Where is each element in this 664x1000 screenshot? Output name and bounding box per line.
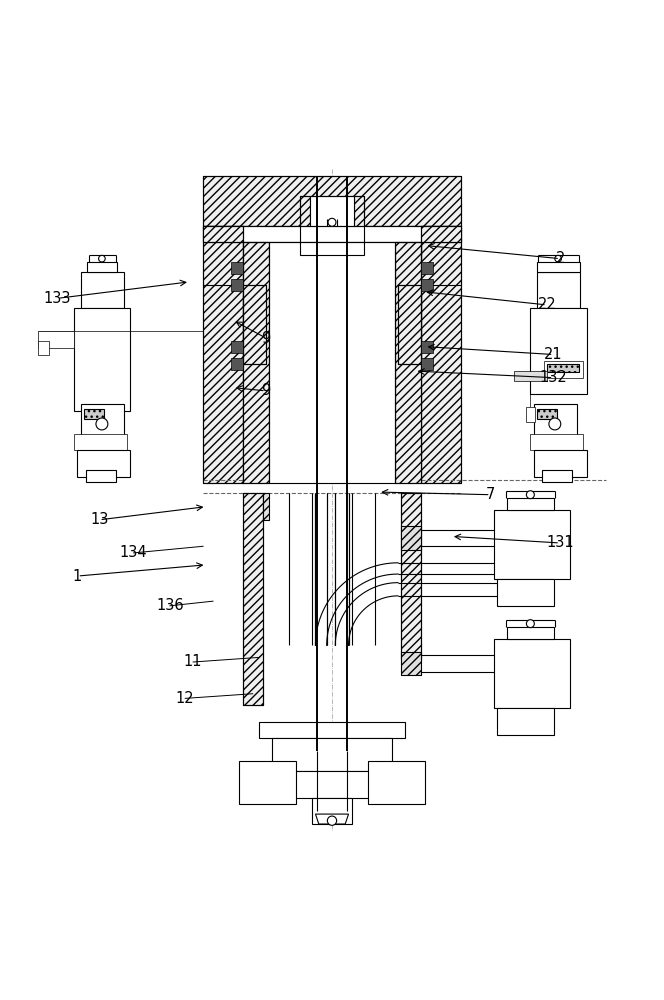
Circle shape: [98, 255, 105, 262]
Bar: [421, 262, 433, 274]
Circle shape: [549, 418, 561, 430]
Bar: [231, 341, 243, 353]
Bar: [262, 493, 269, 520]
Bar: [231, 262, 243, 274]
Text: 12: 12: [176, 691, 195, 706]
Text: 132: 132: [540, 370, 567, 385]
Bar: [402, 526, 421, 550]
Bar: [402, 652, 421, 675]
Polygon shape: [88, 262, 117, 272]
Bar: [259, 722, 405, 738]
Bar: [243, 242, 269, 483]
Bar: [542, 470, 572, 482]
Bar: [312, 798, 352, 824]
Bar: [243, 493, 262, 705]
Bar: [531, 308, 586, 394]
Bar: [402, 493, 421, 659]
Text: 133: 133: [44, 291, 71, 306]
Circle shape: [527, 620, 535, 628]
Bar: [86, 470, 116, 482]
Text: 11: 11: [184, 654, 203, 669]
Bar: [497, 708, 554, 735]
Bar: [395, 242, 421, 483]
Bar: [402, 526, 421, 550]
Bar: [38, 331, 74, 348]
Bar: [497, 579, 554, 606]
Bar: [81, 404, 124, 437]
Text: 21: 21: [544, 347, 563, 362]
Bar: [272, 738, 392, 771]
Bar: [243, 493, 262, 705]
Bar: [84, 409, 104, 419]
Bar: [354, 196, 364, 255]
Bar: [534, 404, 576, 437]
Bar: [310, 196, 354, 255]
Circle shape: [96, 418, 108, 430]
Bar: [395, 242, 421, 483]
Bar: [262, 493, 269, 520]
Text: 2: 2: [555, 251, 565, 266]
Circle shape: [527, 491, 535, 499]
Bar: [203, 226, 243, 483]
Bar: [74, 308, 130, 411]
Bar: [402, 493, 421, 659]
Bar: [240, 761, 295, 804]
Bar: [526, 407, 535, 422]
Bar: [494, 639, 570, 708]
Bar: [231, 358, 243, 370]
Bar: [547, 364, 578, 372]
Circle shape: [555, 255, 562, 262]
Bar: [402, 652, 421, 675]
Bar: [369, 761, 424, 804]
Text: 1: 1: [73, 569, 82, 584]
Bar: [494, 510, 570, 579]
Bar: [203, 226, 243, 242]
Bar: [81, 272, 124, 308]
Bar: [300, 196, 364, 255]
Polygon shape: [507, 498, 554, 510]
Polygon shape: [315, 814, 349, 824]
Polygon shape: [507, 627, 554, 639]
Bar: [269, 242, 395, 483]
Bar: [534, 450, 586, 477]
Text: 9: 9: [261, 383, 270, 398]
Bar: [531, 434, 583, 450]
Text: 9: 9: [261, 331, 270, 346]
Bar: [421, 226, 461, 483]
Bar: [537, 409, 557, 419]
Polygon shape: [537, 262, 580, 272]
Bar: [243, 285, 266, 364]
Circle shape: [327, 816, 337, 825]
Text: 134: 134: [120, 545, 147, 560]
Bar: [398, 285, 421, 364]
Bar: [231, 279, 243, 291]
Bar: [286, 771, 378, 798]
Bar: [398, 285, 421, 364]
Bar: [78, 450, 130, 477]
Text: 22: 22: [538, 297, 556, 312]
Bar: [421, 279, 433, 291]
Bar: [203, 176, 461, 226]
Bar: [203, 226, 461, 242]
Bar: [537, 272, 580, 308]
Circle shape: [328, 218, 336, 226]
Bar: [74, 434, 127, 450]
Bar: [421, 226, 461, 242]
Bar: [38, 341, 49, 355]
Bar: [421, 341, 433, 353]
Bar: [544, 361, 583, 378]
Bar: [300, 196, 310, 255]
Text: 7: 7: [486, 487, 495, 502]
Text: 13: 13: [90, 512, 108, 527]
Text: 136: 136: [156, 598, 184, 613]
Bar: [514, 371, 547, 381]
Bar: [421, 358, 433, 370]
Bar: [203, 226, 243, 483]
Bar: [203, 176, 461, 226]
Text: 131: 131: [546, 535, 574, 550]
Bar: [243, 285, 266, 364]
Bar: [421, 226, 461, 483]
Bar: [243, 242, 269, 483]
